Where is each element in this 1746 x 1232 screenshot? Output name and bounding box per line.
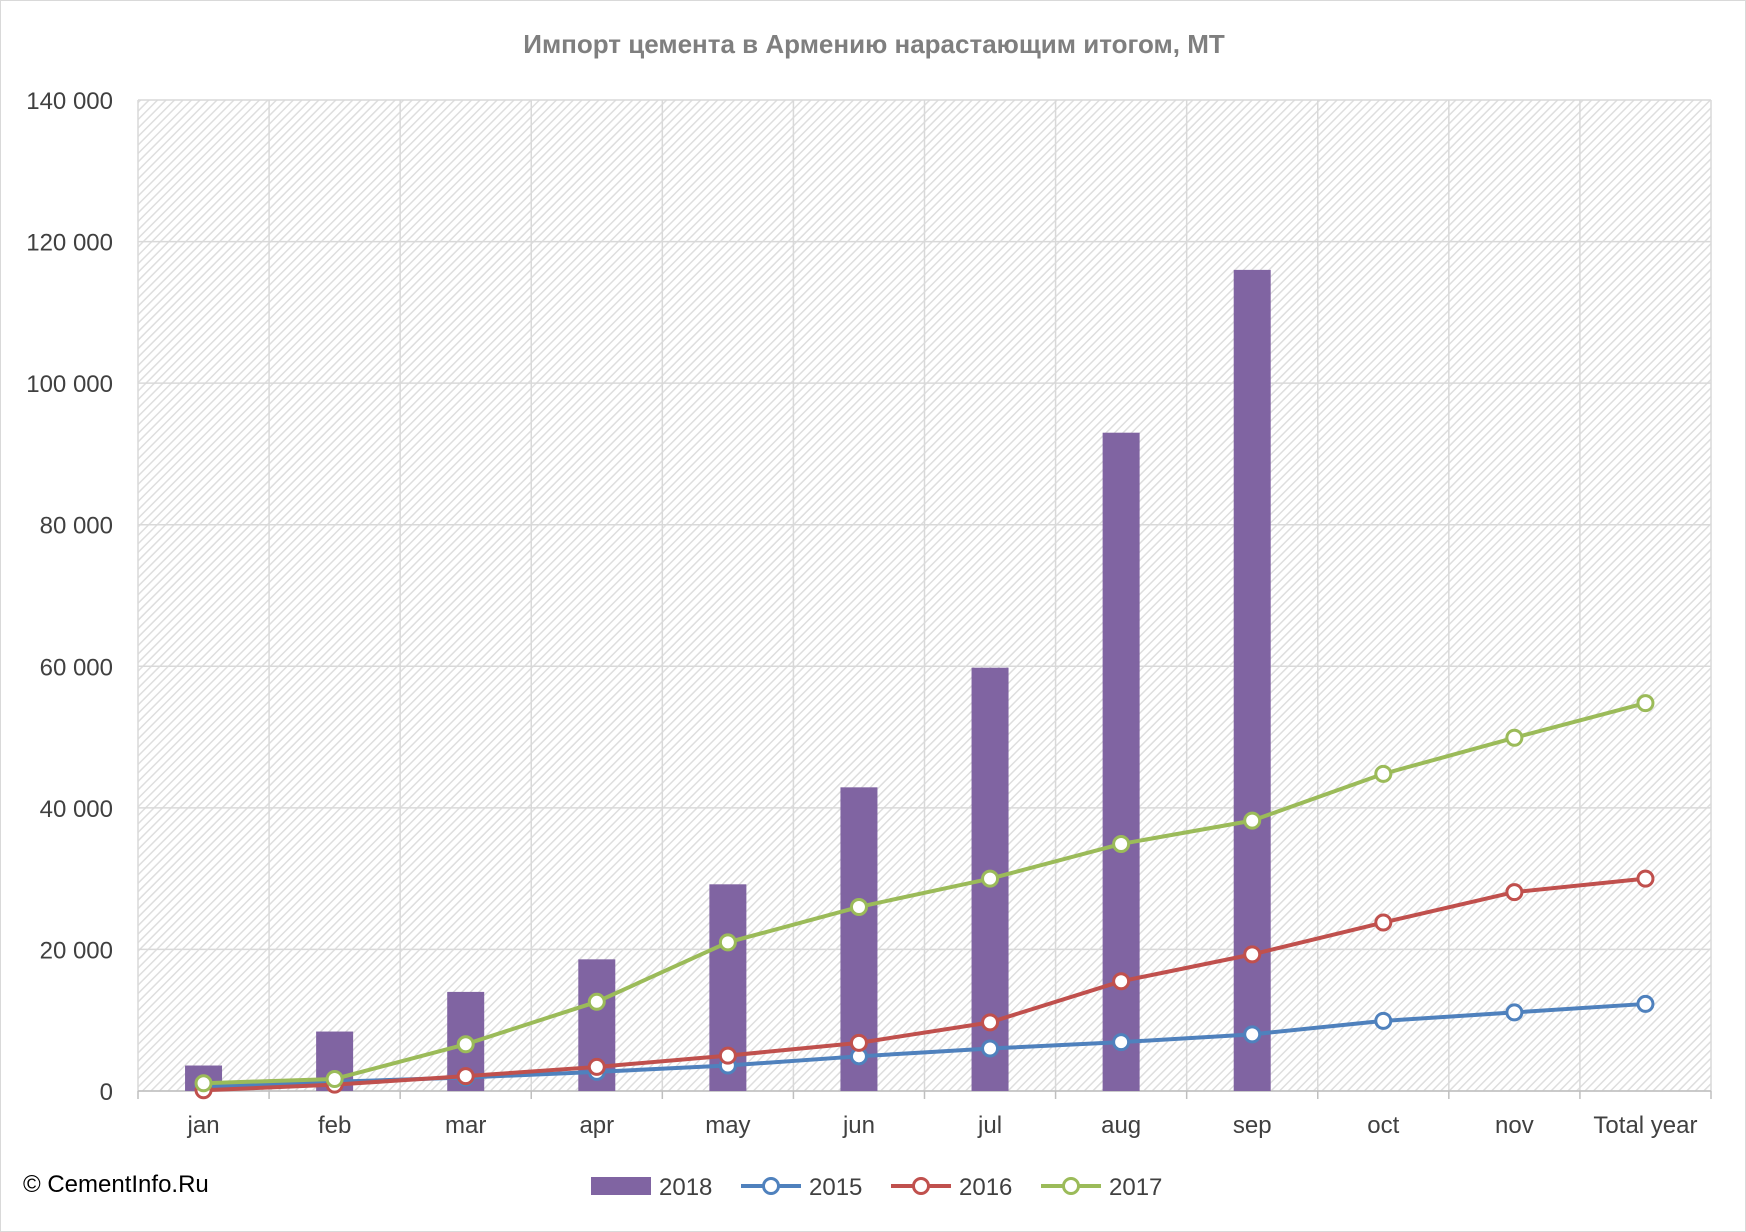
point-2015 [1636,994,1655,1013]
grid-lines [137,99,1712,1092]
point-2016 [981,1013,1000,1032]
chart-title: Импорт цемента в Армению нарастающим ито… [523,29,1225,59]
legend-swatch-2018 [591,1177,651,1195]
point-2017 [587,992,606,1011]
point-2016 [1243,945,1262,964]
point-2017 [325,1069,344,1088]
x-tick-label: Total year [1593,1112,1697,1139]
point-2017 [1243,811,1262,830]
point-2015 [981,1039,1000,1058]
point-2016 [456,1067,475,1086]
x-tick-label: jul [977,1112,1002,1139]
bar-2018-sep [1233,269,1271,1091]
x-tick-label: oct [1367,1112,1399,1139]
x-tick-label: feb [318,1112,351,1139]
legend-label-2015: 2015 [809,1174,862,1201]
legend-label-2017: 2017 [1109,1174,1162,1201]
axes: 0 20 000 40 000 60 000 80 000 100 000 120 000 1… [26,88,1712,1139]
point-2016 [1505,883,1524,902]
x-tick-label: jun [842,1112,875,1139]
point-2016 [587,1057,606,1076]
point-2016 [1636,869,1655,888]
bar-2018-aug [1102,432,1140,1091]
x-tick-label: aug [1101,1112,1141,1139]
point-2016 [849,1033,868,1052]
y-tick-label: 0 [100,1079,113,1106]
point-2017 [194,1074,213,1093]
line-series [194,694,1655,1100]
legend-marker-2015 [762,1177,780,1195]
x-tick-label: mar [445,1112,486,1139]
x-tick-label: nov [1495,1112,1534,1139]
y-tick-label: 100 000 [26,371,113,398]
legend: 2018 2015 2016 2017 [591,1174,1162,1201]
point-2017 [1505,728,1524,747]
y-tick-label: 40 000 [40,796,113,823]
legend-label-2016: 2016 [959,1174,1012,1201]
point-2017 [718,933,737,952]
line-2016 [203,876,1646,1093]
point-2017 [1636,694,1655,713]
legend-marker-2017 [1062,1177,1080,1195]
point-2016 [718,1046,737,1065]
point-2015 [1112,1033,1131,1052]
line-2017 [203,701,1646,1086]
y-tick-label: 120 000 [26,230,113,257]
x-tick-label: sep [1233,1112,1272,1139]
point-2015 [1374,1011,1393,1030]
point-2017 [456,1035,475,1054]
y-tick-label: 80 000 [40,513,113,540]
point-2017 [1374,764,1393,783]
point-2015 [1243,1025,1262,1044]
x-tick-label: may [705,1112,750,1139]
point-2017 [849,897,868,916]
point-2017 [1112,834,1131,853]
point-2016 [1374,913,1393,932]
y-tick-label: 60 000 [40,654,113,681]
point-2017 [981,869,1000,888]
y-tick-label: 20 000 [40,937,113,964]
point-2015 [1505,1003,1524,1022]
point-2016 [1112,972,1131,991]
x-tick-label: jan [187,1112,220,1139]
legend-label-2018: 2018 [659,1174,712,1201]
y-tick-label: 140 000 [26,88,113,115]
x-tick-label: apr [579,1112,614,1139]
legend-marker-2016 [912,1177,930,1195]
copyright-text: © CementInfo.Ru [23,1171,209,1198]
